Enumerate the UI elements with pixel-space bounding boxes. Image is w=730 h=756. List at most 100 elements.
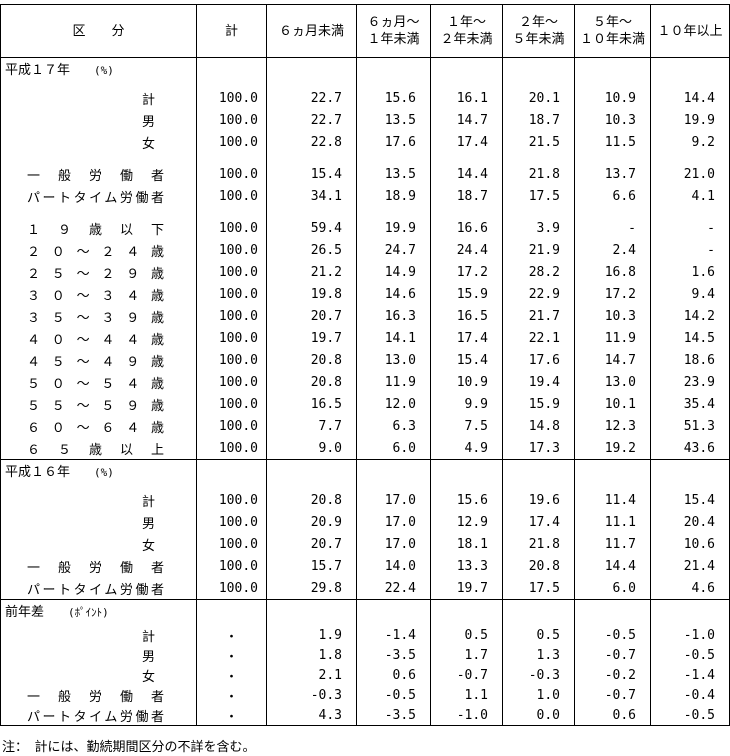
value-cell: ・ bbox=[196, 665, 267, 686]
row-label: 男 bbox=[141, 650, 155, 665]
value-cell: 11.9 bbox=[356, 371, 431, 394]
value-cell: -0.5 bbox=[650, 705, 730, 726]
value-cell: 18.7 bbox=[502, 109, 575, 132]
empty-cell bbox=[356, 459, 431, 482]
value-cell: 19.8 bbox=[266, 283, 357, 306]
row-label: ５０～５４歳 bbox=[27, 377, 164, 392]
data-row: ５５～５９歳 100.0 16.5 12.0 9.9 15.9 10.1 35.4 bbox=[1, 393, 730, 416]
value-cell: -3.5 bbox=[356, 645, 431, 666]
data-row: ２０～２４歳 100.0 26.5 24.7 24.4 21.9 2.4- bbox=[1, 239, 730, 262]
value-cell: 21.4 bbox=[650, 555, 730, 578]
value-cell: 24.4 bbox=[430, 239, 503, 262]
value-cell: -1.0 bbox=[650, 625, 730, 646]
value-cell: 12.9 bbox=[430, 511, 503, 534]
value-cell: 0.0 bbox=[502, 705, 575, 726]
spacer-cell bbox=[650, 79, 730, 88]
empty-cell bbox=[266, 599, 357, 622]
row-label: ４５～４９歳 bbox=[27, 355, 164, 370]
data-row: ４５～４９歳 100.0 20.8 13.0 15.4 17.6 14.7 18.6 bbox=[1, 349, 730, 372]
value-cell: 10.3 bbox=[574, 109, 651, 132]
table-body: 平成１７年 (%) 計 100.0 22.7 15.6 16.1 20.1 10.9 14.4 男 1… bbox=[0, 57, 730, 726]
spacer-cell bbox=[574, 153, 651, 164]
value-cell: 10.9 bbox=[574, 87, 651, 110]
spacer-row bbox=[1, 481, 730, 490]
value-cell: -0.7 bbox=[574, 685, 651, 706]
value-cell: 100.0 bbox=[196, 511, 267, 534]
spacer-cell bbox=[356, 621, 431, 626]
row-label: ２５～２９歳 bbox=[27, 267, 164, 282]
value-cell: 16.8 bbox=[574, 261, 651, 284]
value-cell: 16.5 bbox=[266, 393, 357, 416]
value-cell: 28.2 bbox=[502, 261, 575, 284]
value-cell: 17.5 bbox=[502, 577, 575, 600]
row-label: ５５～５９歳 bbox=[27, 399, 164, 414]
value-cell: 1.7 bbox=[430, 645, 503, 666]
value-cell: 29.8 bbox=[266, 577, 357, 600]
value-cell: 100.0 bbox=[196, 349, 267, 372]
value-cell: 100.0 bbox=[196, 185, 267, 208]
value-cell: 17.0 bbox=[356, 511, 431, 534]
spacer-cell bbox=[502, 621, 575, 626]
row-label: 計 bbox=[141, 93, 155, 108]
section-title: 平成１６年 bbox=[5, 465, 71, 481]
value-cell: 35.4 bbox=[650, 393, 730, 416]
empty-cell bbox=[574, 459, 651, 482]
value-cell: 100.0 bbox=[196, 87, 267, 110]
spacer-cell bbox=[574, 621, 651, 626]
spacer-cell bbox=[266, 79, 357, 88]
spacer-cell bbox=[574, 79, 651, 88]
value-cell: -0.3 bbox=[266, 685, 357, 706]
empty-cell bbox=[650, 57, 730, 80]
value-cell: 9.9 bbox=[430, 393, 503, 416]
spacer-cell bbox=[650, 481, 730, 490]
data-row: １９歳以下 100.0 59.4 19.9 16.6 3.9- - bbox=[1, 217, 730, 240]
value-cell: 19.9 bbox=[356, 217, 431, 240]
value-cell: 17.5 bbox=[502, 185, 575, 208]
column-header-4: ２年～ ５年未満 bbox=[502, 4, 575, 58]
row-label: ４０～４４歳 bbox=[27, 333, 164, 348]
value-cell: 20.7 bbox=[266, 533, 357, 556]
spacer-cell bbox=[1, 80, 197, 88]
value-cell: 21.2 bbox=[266, 261, 357, 284]
empty-cell bbox=[502, 599, 575, 622]
spacer-row bbox=[1, 621, 730, 626]
value-cell: 100.0 bbox=[196, 577, 267, 600]
value-cell: 100.0 bbox=[196, 239, 267, 262]
empty-cell bbox=[266, 57, 357, 80]
value-cell: 21.7 bbox=[502, 305, 575, 328]
spacer-cell bbox=[266, 621, 357, 626]
value-cell: -0.2 bbox=[574, 665, 651, 686]
value-cell: 22.7 bbox=[266, 87, 357, 110]
value-cell: -0.3 bbox=[502, 665, 575, 686]
value-cell: 7.5 bbox=[430, 415, 503, 438]
spacer-cell bbox=[196, 207, 267, 218]
value-cell: 16.5 bbox=[430, 305, 503, 328]
value-cell: 22.9 bbox=[502, 283, 575, 306]
value-cell: 26.5 bbox=[266, 239, 357, 262]
value-cell: 18.1 bbox=[430, 533, 503, 556]
value-cell: -1.4 bbox=[356, 625, 431, 646]
value-cell: 17.0 bbox=[356, 489, 431, 512]
value-cell: 34.1 bbox=[266, 185, 357, 208]
value-cell: 14.6 bbox=[356, 283, 431, 306]
value-cell: 100.0 bbox=[196, 131, 267, 154]
section-unit: (%) bbox=[94, 64, 114, 78]
value-cell: 100.0 bbox=[196, 533, 267, 556]
spacer-cell bbox=[574, 207, 651, 218]
value-cell: -0.4 bbox=[650, 685, 730, 706]
data-row: ５０～５４歳 100.0 20.8 11.9 10.9 19.4 13.0 23.9 bbox=[1, 371, 730, 394]
value-cell: 11.9 bbox=[574, 327, 651, 350]
value-cell: 2.4 bbox=[574, 239, 651, 262]
data-row: パートタイム労働者 ・ 4.3 -3.5 -1.0 0.0 0.6 -0.5 bbox=[1, 705, 730, 726]
column-header-5: ５年～ １０年未満 bbox=[574, 4, 651, 58]
data-row: ４０～４４歳 100.0 19.7 14.1 17.4 22.1 11.9 14.5 bbox=[1, 327, 730, 350]
value-cell: 14.2 bbox=[650, 305, 730, 328]
row-label: 一般労働者 bbox=[27, 169, 164, 184]
value-cell: ・ bbox=[196, 645, 267, 666]
spacer-cell bbox=[502, 153, 575, 164]
value-cell: 20.9 bbox=[266, 511, 357, 534]
value-cell: 20.1 bbox=[502, 87, 575, 110]
value-cell: 19.9 bbox=[650, 109, 730, 132]
spacer-cell bbox=[356, 79, 431, 88]
spacer-row bbox=[1, 79, 730, 88]
